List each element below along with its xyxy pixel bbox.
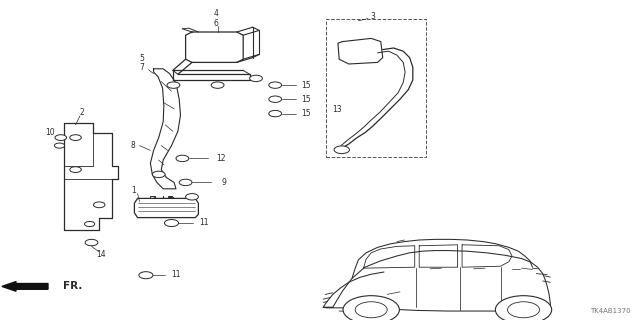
Circle shape — [164, 220, 179, 227]
Text: 10: 10 — [45, 128, 55, 137]
Text: 12: 12 — [216, 154, 225, 163]
Circle shape — [343, 296, 399, 320]
Circle shape — [269, 82, 282, 88]
Text: 2: 2 — [79, 108, 84, 117]
Bar — [150, 196, 155, 198]
Circle shape — [355, 302, 387, 318]
Circle shape — [167, 82, 180, 88]
Circle shape — [70, 167, 81, 172]
Circle shape — [93, 202, 105, 208]
Circle shape — [70, 135, 81, 140]
Text: 13: 13 — [332, 105, 342, 114]
Text: TK4AB1370: TK4AB1370 — [590, 308, 630, 314]
Text: 3: 3 — [370, 12, 375, 21]
Text: 15: 15 — [301, 81, 311, 90]
Circle shape — [269, 96, 282, 102]
Text: FR.: FR. — [63, 281, 82, 291]
Circle shape — [211, 82, 224, 88]
Text: 14: 14 — [96, 250, 106, 259]
Circle shape — [152, 171, 165, 178]
Text: 15: 15 — [301, 109, 311, 118]
Circle shape — [85, 239, 98, 246]
Text: 8: 8 — [130, 141, 135, 150]
Circle shape — [269, 110, 282, 117]
Circle shape — [54, 143, 65, 148]
Bar — [168, 196, 172, 197]
Text: 7: 7 — [140, 63, 145, 72]
Text: 9: 9 — [221, 178, 227, 187]
Text: 15: 15 — [301, 95, 311, 104]
Text: 1: 1 — [131, 186, 136, 195]
Circle shape — [186, 194, 198, 200]
Circle shape — [139, 272, 153, 279]
Circle shape — [176, 155, 189, 162]
Text: 6: 6 — [214, 19, 219, 28]
Text: 11: 11 — [199, 218, 208, 227]
FancyArrow shape — [2, 282, 48, 291]
Circle shape — [179, 179, 192, 186]
Text: 5: 5 — [140, 54, 145, 63]
Text: 4: 4 — [214, 9, 219, 18]
Circle shape — [84, 221, 95, 227]
Circle shape — [250, 75, 262, 82]
Circle shape — [55, 135, 67, 140]
Bar — [326, 19, 426, 157]
Text: 11: 11 — [172, 270, 180, 279]
Circle shape — [508, 302, 540, 318]
Circle shape — [334, 146, 349, 154]
Circle shape — [495, 296, 552, 320]
